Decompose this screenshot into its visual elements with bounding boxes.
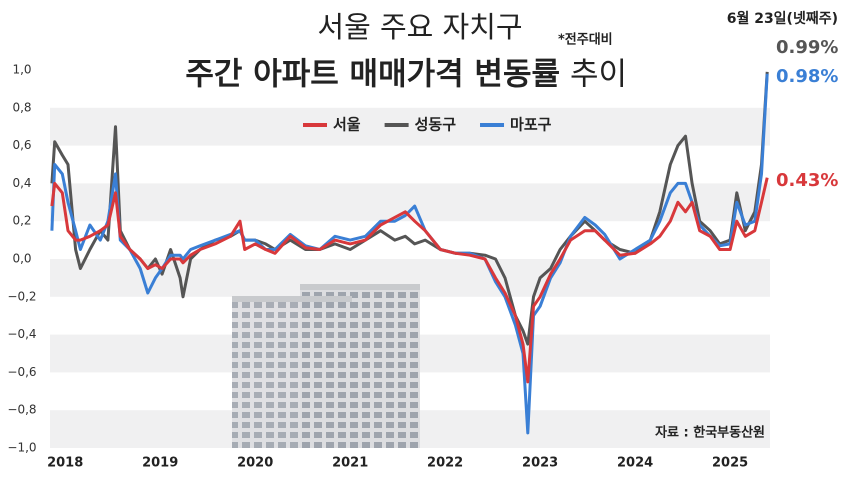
end-label: 0.99% (776, 37, 838, 58)
legend-label: 서울 (333, 116, 361, 134)
legend: 서울 성동구 마포구 (303, 116, 552, 134)
line (50, 73, 769, 435)
y-tick-label: 1,0 (12, 63, 31, 77)
y-tick-label: 0,6 (12, 138, 31, 152)
x-tick-label: 2024 (617, 456, 653, 471)
title: 주간 아파트 매매가격 변동률 (185, 57, 560, 93)
x-tick-label: 2021 (332, 456, 368, 471)
y-tick-label: 0,8 (12, 100, 31, 114)
legend-label: 성동구 (415, 116, 457, 134)
subtitle: *전주대비 (558, 32, 613, 48)
x-tick-label: 2018 (47, 456, 83, 471)
y-tick-label: 0,2 (12, 214, 31, 228)
title-tail: 추이 (570, 57, 627, 93)
y-tick-label: −0,8 (7, 403, 36, 417)
end-label: 0.98% (776, 66, 838, 87)
legend-label: 마포구 (510, 116, 552, 134)
y-tick-label: 0,0 (12, 252, 31, 266)
supertitle: 서울 주요 자치구 (317, 10, 522, 44)
y-tick-label: 0,4 (12, 176, 31, 190)
y-tick-label: −0,6 (7, 365, 36, 379)
y-tick-label: −0,2 (7, 289, 36, 303)
end-label: 0.43% (776, 170, 838, 191)
y-tick-label: −0,4 (7, 327, 36, 341)
date-note: 6월 23일(넷째주) (727, 10, 838, 27)
building (232, 284, 420, 448)
x-tick-label: 2019 (142, 456, 178, 471)
grid-band (50, 107, 770, 146)
line (50, 177, 769, 384)
source: 자료 : 한국부동산원 (655, 425, 765, 441)
x-tick-label: 2022 (427, 456, 463, 471)
x-tick-label: 2020 (237, 456, 273, 471)
x-tick-label: 2023 (522, 456, 558, 471)
y-tick-label: −1,0 (7, 441, 36, 455)
x-tick-label: 2025 (712, 456, 748, 471)
